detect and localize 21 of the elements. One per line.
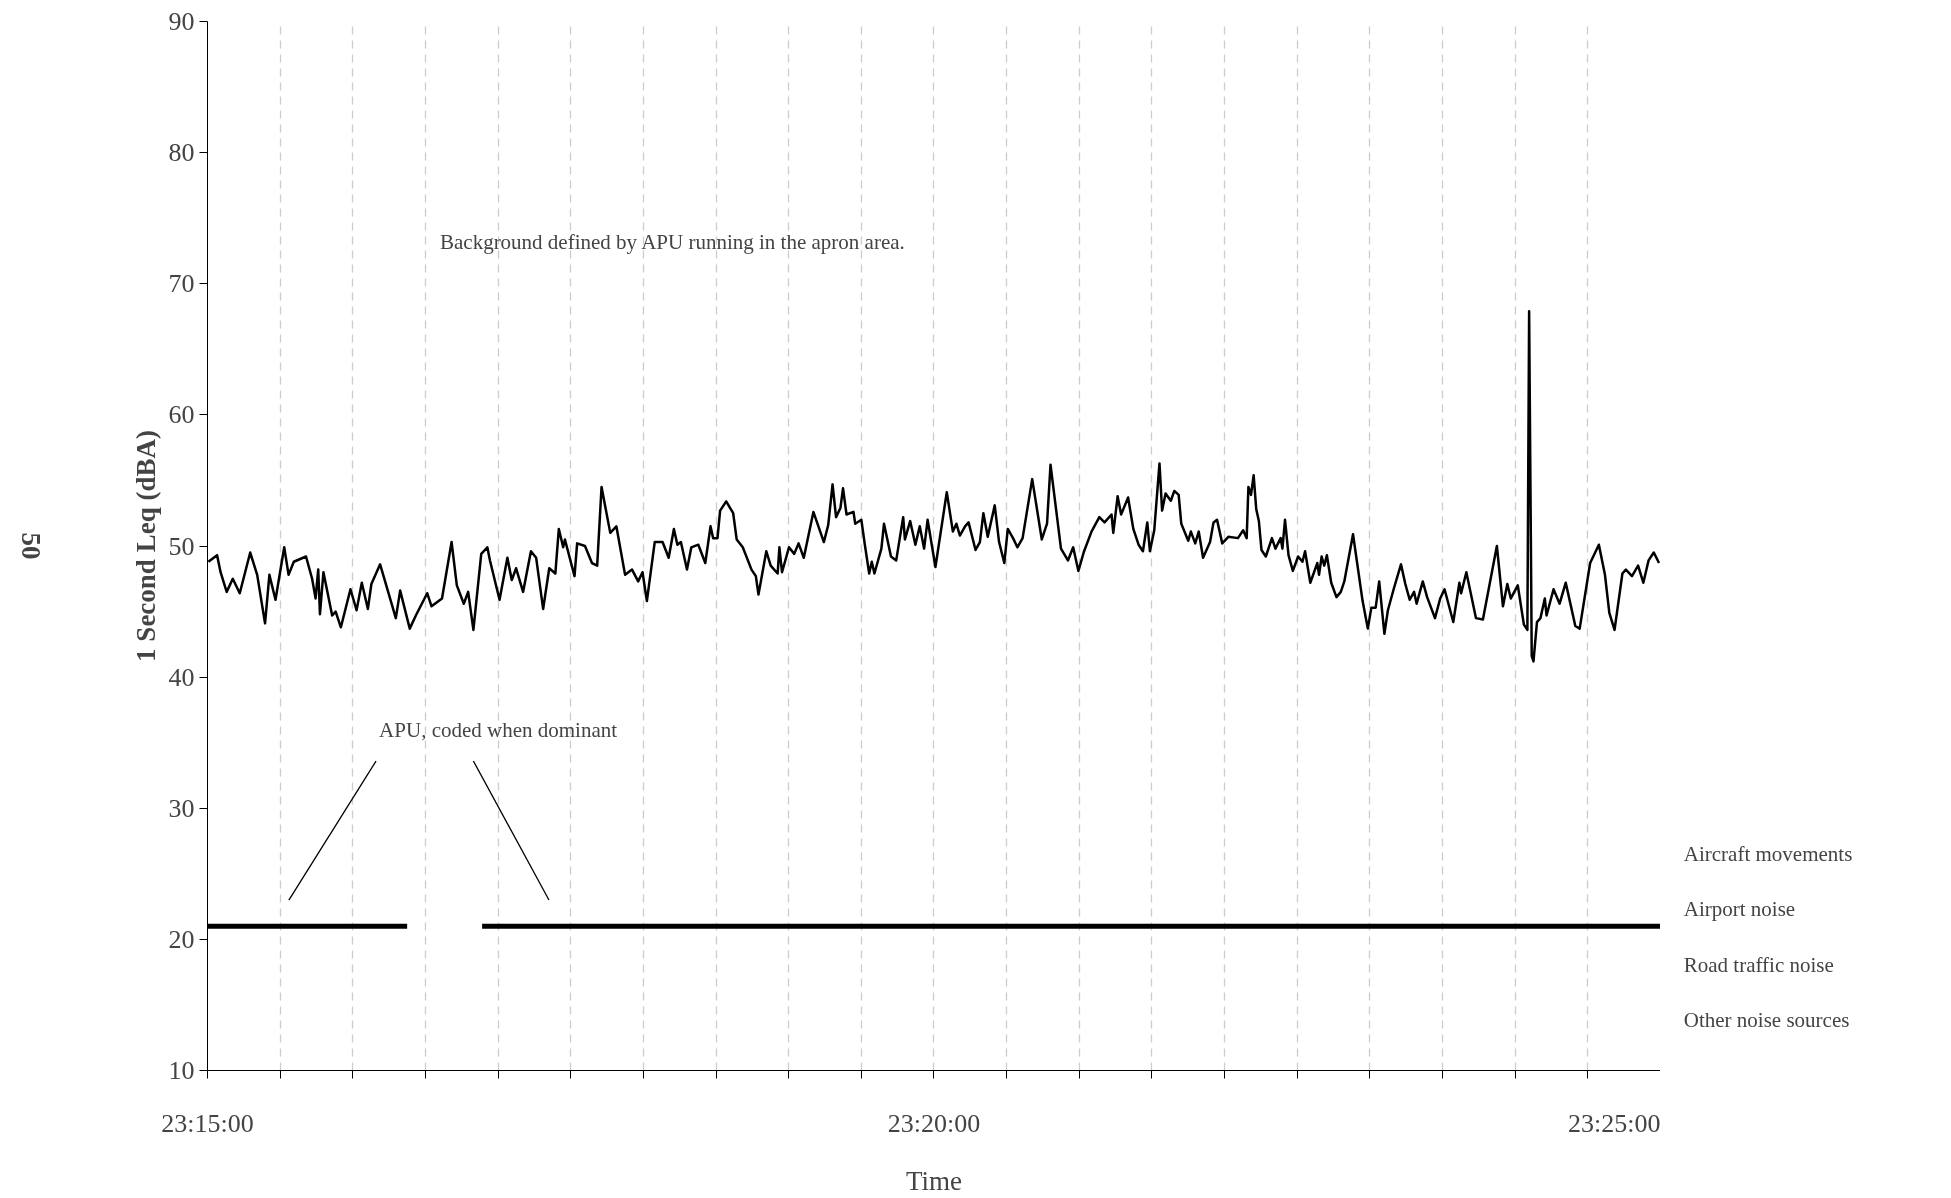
y-tick-label: 90 [168,7,195,36]
y-tick-label: 20 [168,924,195,954]
y-tick-label: 50 [168,531,195,561]
text: Road traffic noise [1683,952,1834,977]
annotation: Background defined by APU running in the apron area. [439,229,905,254]
annotation: APU, coded when dominant [379,717,618,742]
y-tick-label: 80 [168,138,195,168]
text: 50 [15,532,46,560]
x-tick-label: 23:15:00 [161,1108,254,1138]
text: Other noise sources [1683,1007,1850,1032]
x-axis-title: Time [905,1165,963,1196]
y-tick-label: 10 [168,1056,195,1085]
y-tick-label: 70 [168,269,195,299]
y-tick-label: 30 [168,793,195,823]
text: Airport noise [1683,897,1796,922]
y-tick-label: 60 [168,400,195,430]
y-axis-title: 1 Second Leq (dBA) [130,430,161,662]
text: Aircraft movements [1683,842,1853,867]
y-tick-label: 40 [168,662,195,692]
x-tick-label: 23:25:00 [1568,1108,1661,1138]
x-tick-label: 23:20:00 [887,1108,981,1138]
